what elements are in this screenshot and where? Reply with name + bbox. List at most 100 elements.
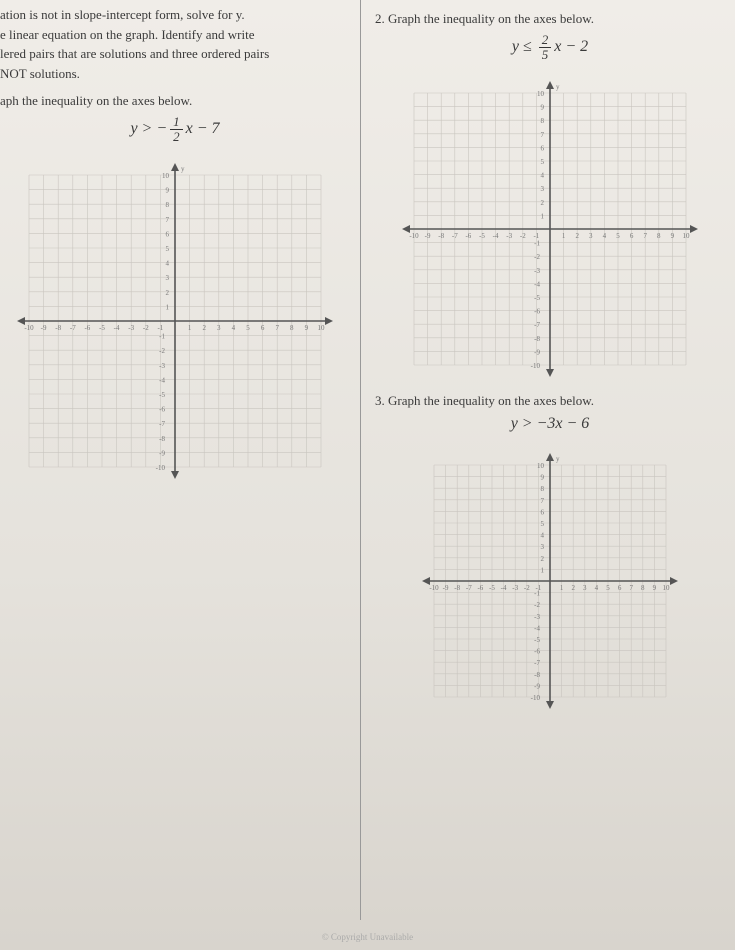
svg-text:-10: -10	[531, 362, 541, 370]
svg-text:9: 9	[653, 584, 657, 592]
svg-text:-3: -3	[512, 584, 518, 592]
svg-text:5: 5	[166, 245, 170, 253]
svg-text:3: 3	[217, 324, 221, 332]
svg-text:5: 5	[616, 232, 620, 240]
svg-text:7: 7	[275, 324, 279, 332]
svg-text:-1: -1	[534, 240, 540, 248]
svg-text:-7: -7	[159, 420, 165, 428]
svg-text:-5: -5	[99, 324, 105, 332]
svg-text:2: 2	[166, 289, 170, 297]
svg-text:7: 7	[629, 584, 633, 592]
svg-text:7: 7	[166, 216, 170, 224]
svg-text:-4: -4	[114, 324, 120, 332]
svg-text:-6: -6	[477, 584, 483, 592]
svg-text:10: 10	[537, 90, 545, 98]
svg-text:7: 7	[643, 232, 647, 240]
svg-text:9: 9	[541, 104, 545, 112]
svg-text:-7: -7	[466, 584, 472, 592]
grid1-wrap: -10-10-9-9-8-8-7-7-6-6-5-5-4-4-3-3-2-2-1…	[0, 161, 350, 481]
svg-text:4: 4	[595, 584, 599, 592]
svg-text:6: 6	[630, 232, 634, 240]
instr-line-3: lered pairs that are solutions and three…	[0, 44, 350, 64]
problem3-number: 3.	[375, 393, 385, 408]
footer-text: © Copyright Unavailable	[0, 932, 735, 942]
problem2-equation: y ≤ 25x − 2	[375, 33, 725, 61]
svg-text:3: 3	[541, 543, 545, 551]
svg-text:y: y	[556, 83, 560, 91]
svg-text:9: 9	[671, 232, 675, 240]
svg-text:4: 4	[232, 324, 236, 332]
svg-text:-5: -5	[159, 391, 165, 399]
svg-text:8: 8	[290, 324, 294, 332]
svg-text:y: y	[181, 165, 185, 173]
svg-text:-3: -3	[534, 267, 540, 275]
svg-text:-3: -3	[506, 232, 512, 240]
svg-text:-7: -7	[70, 324, 76, 332]
svg-text:-7: -7	[452, 232, 458, 240]
svg-text:-8: -8	[534, 671, 540, 679]
svg-text:-3: -3	[159, 362, 165, 370]
svg-text:1: 1	[166, 304, 170, 312]
eq2-den: 5	[539, 48, 552, 62]
svg-text:-7: -7	[534, 321, 540, 329]
svg-text:1: 1	[562, 232, 566, 240]
grid2: -10-10-9-9-8-8-7-7-6-6-5-5-4-4-3-3-2-2-1…	[400, 79, 700, 379]
eq2-suffix: x − 2	[554, 38, 588, 55]
svg-text:-10: -10	[429, 584, 439, 592]
svg-text:-9: -9	[534, 349, 540, 357]
svg-text:-9: -9	[443, 584, 449, 592]
eq1-num: 1	[170, 115, 183, 130]
svg-text:-9: -9	[425, 232, 431, 240]
svg-text:8: 8	[541, 117, 545, 125]
eq1-fraction: 12	[170, 115, 183, 143]
svg-text:3: 3	[589, 232, 593, 240]
svg-text:-5: -5	[534, 294, 540, 302]
svg-text:-6: -6	[465, 232, 471, 240]
svg-text:1: 1	[541, 213, 545, 221]
svg-text:1: 1	[541, 567, 545, 575]
eq2-prefix: y ≤	[512, 38, 536, 55]
column-divider	[360, 0, 361, 920]
svg-text:6: 6	[541, 145, 545, 153]
svg-text:-4: -4	[501, 584, 507, 592]
svg-text:-4: -4	[534, 281, 540, 289]
svg-text:-1: -1	[534, 590, 540, 598]
grid2-wrap: -10-10-9-9-8-8-7-7-6-6-5-5-4-4-3-3-2-2-1…	[375, 79, 725, 379]
svg-text:-5: -5	[489, 584, 495, 592]
problem3-equation: y > −3x − 6	[375, 415, 725, 433]
svg-text:2: 2	[571, 584, 575, 592]
svg-text:10: 10	[683, 232, 691, 240]
instr-line-1: ation is not in slope-intercept form, so…	[0, 5, 350, 25]
svg-text:-5: -5	[479, 232, 485, 240]
svg-text:8: 8	[541, 485, 545, 493]
eq2-num: 2	[539, 33, 552, 48]
svg-text:-8: -8	[438, 232, 444, 240]
svg-text:-9: -9	[534, 683, 540, 691]
svg-text:2: 2	[541, 199, 545, 207]
svg-text:5: 5	[606, 584, 610, 592]
instructions-block: ation is not in slope-intercept form, so…	[0, 5, 350, 83]
svg-text:-1: -1	[159, 333, 165, 341]
svg-text:10: 10	[162, 172, 170, 180]
svg-text:-3: -3	[534, 613, 540, 621]
grid1: -10-10-9-9-8-8-7-7-6-6-5-5-4-4-3-3-2-2-1…	[15, 161, 335, 481]
svg-text:-6: -6	[84, 324, 90, 332]
svg-text:-9: -9	[159, 450, 165, 458]
svg-text:-10: -10	[24, 324, 34, 332]
right-column: 2. Graph the inequality on the axes belo…	[370, 0, 730, 725]
svg-text:9: 9	[166, 187, 170, 195]
svg-text:4: 4	[541, 172, 545, 180]
svg-text:-8: -8	[159, 435, 165, 443]
svg-text:9: 9	[541, 474, 545, 482]
svg-text:-3: -3	[128, 324, 134, 332]
svg-text:-8: -8	[454, 584, 460, 592]
svg-text:4: 4	[166, 260, 170, 268]
svg-text:-4: -4	[159, 377, 165, 385]
svg-text:-9: -9	[41, 324, 47, 332]
problem2-number: 2.	[375, 11, 385, 26]
svg-text:-2: -2	[524, 584, 530, 592]
svg-text:5: 5	[246, 324, 250, 332]
svg-text:6: 6	[541, 509, 545, 517]
instr-line-4: NOT solutions.	[0, 64, 350, 84]
svg-text:7: 7	[541, 131, 545, 139]
